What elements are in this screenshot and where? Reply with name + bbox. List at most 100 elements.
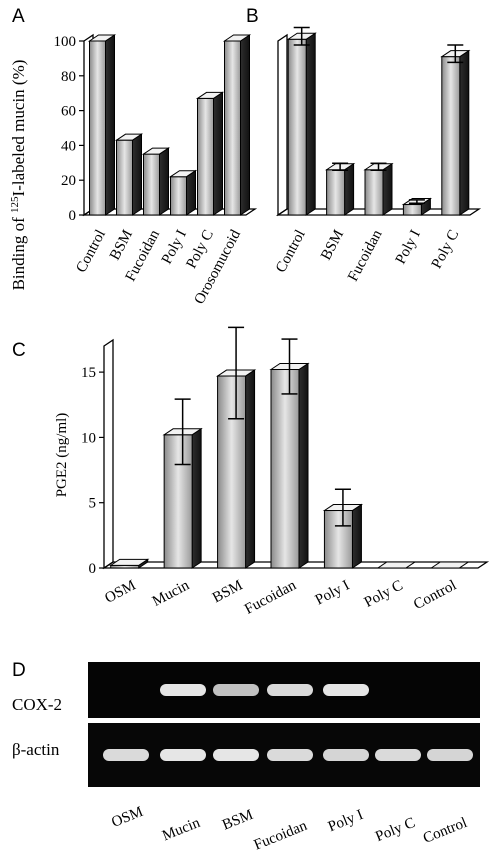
- panel-c-floor: [101, 561, 490, 569]
- panel-a-bar-bsm-top: [114, 133, 144, 141]
- gel-lane-label-mucin: Mucin: [160, 815, 203, 845]
- gel-band-actin-poly-i: [323, 749, 369, 761]
- panel-c-x-label-fucoidan: Fucoidan: [242, 577, 299, 618]
- panel-a-bar-control-side: [105, 34, 115, 216]
- panel-a-bar-poly-c-side: [213, 91, 223, 216]
- panel-b-left-wall: [277, 33, 288, 217]
- panel-a-bar-control-top: [87, 34, 117, 42]
- panel-a-bar-control: [89, 40, 106, 216]
- panel-b-bar-fucoidan: [364, 169, 384, 216]
- gel-row-label-cox2: COX-2: [12, 695, 62, 714]
- panel-c-x-label-mucin: Mucin: [150, 577, 193, 610]
- panel-b-bar-bsm: [326, 169, 346, 216]
- panel-c-left-wall: [103, 338, 114, 570]
- gel-lane-label-poly-c: Poly C: [373, 815, 417, 845]
- panel-a-bar-orosomucoid-top: [222, 34, 252, 42]
- gel-band-cox-2-fucoidan: [267, 684, 313, 696]
- gel-band-cox-2-mucin: [160, 684, 206, 696]
- gel-band-cox-2-poly-i: [323, 684, 369, 696]
- gel-band-cox-2-bsm: [213, 684, 259, 696]
- y-axis-title-sup: 125: [9, 196, 21, 213]
- y-axis-title-post: I-labeled mucin (%): [9, 60, 28, 197]
- panel-b-bar-control: [287, 38, 307, 216]
- panel-b-x-label-fucoidan: Fucoidan: [345, 227, 386, 284]
- panel-a-bar-orosomucoid-side: [240, 34, 250, 216]
- panel-a-bar-poly-c: [197, 97, 214, 216]
- panel-c-x-label-control: Control: [411, 577, 459, 613]
- panel-b-bar-poly-c-side: [459, 49, 470, 216]
- gel-lane-label-poly-i: Poly I: [326, 807, 366, 835]
- panel-c-ytick-label-0: 0: [89, 561, 97, 577]
- panel-a-bar-fucoidan-top: [141, 147, 171, 155]
- panel-a-ytick-label-0: 0: [69, 208, 77, 224]
- panel-b-bar-poly-c: [441, 56, 461, 216]
- panel-c-ytick-label-10: 10: [81, 430, 96, 446]
- gel-band-actin-bsm: [213, 749, 259, 761]
- panel-b-bar-fucoidan-side: [382, 162, 393, 216]
- gel-band-actin-mucin: [160, 749, 206, 761]
- panel-label-a: A: [12, 6, 25, 27]
- panel-a-bar-bsm-side: [132, 133, 142, 216]
- panel-a-bar-orosomucoid: [224, 40, 241, 216]
- panel-c-bar-osm-top: [109, 558, 150, 566]
- panel-a-bar-poly-i: [170, 176, 187, 216]
- panel-c-bar-fucoidan: [270, 369, 300, 569]
- panel-b-bar-bsm-side: [344, 162, 355, 216]
- panel-c-bar-poly-c-top: [376, 561, 417, 569]
- gel-row-label-actin: β-actin: [12, 740, 60, 759]
- panel-a-bar-fucoidan-side: [159, 147, 169, 216]
- panel-label-c: C: [12, 340, 26, 361]
- panel-c-ytick-label-15: 15: [81, 365, 96, 381]
- panel-c-bar-mucin-side: [191, 427, 202, 569]
- gel-lane-label-fucoidan: Fucoidan: [252, 818, 310, 854]
- gel-band-actin-poly-c: [375, 749, 421, 761]
- panel-b-x-label-control: Control: [273, 227, 309, 275]
- panel-a-ytick-label-40: 40: [61, 138, 76, 154]
- gel-lane-label-osm: OSM: [109, 804, 145, 831]
- panel-b-bar-poly-i: [402, 204, 422, 216]
- gel-lane-label-bsm: BSM: [220, 807, 255, 834]
- panel-a-x-label-bsm: BSM: [107, 227, 136, 262]
- panel-a-bar-fucoidan: [143, 153, 160, 216]
- panel-a-bar-poly-i-top: [168, 170, 198, 178]
- panel-a-bar-bsm: [116, 139, 133, 216]
- y-axis-title-binding: Binding of 125I-labeled mucin (%): [9, 60, 28, 291]
- gel-lane-label-control: Control: [421, 815, 469, 847]
- panel-c-x-label-poly-i: Poly I: [313, 577, 353, 608]
- panel-c-x-label-poly-c: Poly C: [362, 577, 406, 611]
- panel-c-bar-fucoidan-side: [298, 362, 309, 569]
- panel-c-bar-bsm: [217, 375, 247, 569]
- panel-c-bar-poly-i: [323, 510, 353, 569]
- panel-c-bar-poly-i-side: [351, 503, 362, 569]
- gel-band-actin-control: [427, 749, 473, 761]
- panel-b-x-label-poly-c: Poly C: [429, 227, 463, 271]
- y-axis-title-pre: Binding of: [9, 213, 28, 290]
- gel-bands: [103, 684, 473, 761]
- panel-a-ytick-label-100: 100: [54, 34, 77, 50]
- panel-label-d: D: [12, 660, 26, 681]
- panel-a-ytick-label-20: 20: [61, 173, 76, 189]
- panel-a-ytick-label-80: 80: [61, 69, 76, 85]
- panel-c-x-label-bsm: BSM: [210, 577, 245, 606]
- panel-b-bar-control-side: [305, 32, 316, 216]
- panel-c-bar-mucin: [163, 434, 193, 569]
- gel-band-actin-fucoidan: [267, 749, 313, 761]
- panel-a-bar-poly-i-side: [186, 169, 196, 216]
- panel-a-bar-poly-c-top: [195, 91, 225, 99]
- panel-b-x-label-bsm: BSM: [318, 227, 347, 262]
- panel-a-ytick-label-60: 60: [61, 104, 76, 120]
- panel-a-x-label-control: Control: [73, 227, 109, 275]
- panel-c-bar-control-top: [429, 561, 470, 569]
- panel-c-ytick-label-5: 5: [89, 496, 97, 512]
- gel-band-actin-osm: [103, 749, 149, 761]
- y-axis-title-pge2: PGE2 (ng/ml): [54, 413, 70, 498]
- panel-label-b: B: [246, 6, 259, 27]
- panel-c-bar-bsm-side: [245, 369, 256, 569]
- panel-b-x-label-poly-i: Poly I: [393, 227, 424, 267]
